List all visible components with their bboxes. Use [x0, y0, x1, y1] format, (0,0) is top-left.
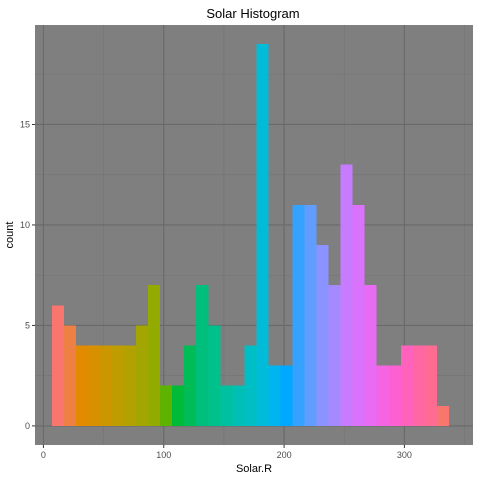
histogram-bar	[424, 345, 437, 426]
x-tick-label: 200	[277, 450, 292, 460]
histogram-bar	[196, 285, 209, 426]
histogram-bar	[232, 385, 245, 426]
histogram-bar	[376, 365, 389, 426]
histogram-bar	[184, 345, 197, 426]
histogram-bar	[352, 204, 365, 426]
histogram-bar	[63, 325, 76, 426]
histogram-bar	[112, 345, 125, 426]
x-tick-label: 100	[156, 450, 171, 460]
histogram-bar	[268, 365, 281, 426]
histogram-bar	[136, 325, 149, 426]
histogram-bar	[256, 44, 269, 426]
y-axis-ticks: 0 5 10 15	[20, 119, 35, 431]
histogram-bar	[400, 345, 413, 426]
x-axis-title: Solar.R	[236, 463, 272, 475]
histogram-bar	[328, 285, 341, 426]
x-tick-label: 300	[397, 450, 412, 460]
histogram-bar	[364, 285, 377, 426]
histogram-bar	[340, 164, 353, 426]
histogram-bar	[51, 305, 64, 426]
y-axis-title: count	[4, 222, 16, 249]
histogram-bar	[220, 385, 233, 426]
y-tick-label: 5	[25, 320, 30, 330]
bars	[51, 44, 449, 426]
histogram-bar	[304, 204, 317, 426]
histogram-bar	[436, 405, 449, 426]
histogram-bar	[75, 345, 88, 426]
histogram-bar	[160, 385, 173, 426]
histogram-bar	[292, 204, 305, 426]
x-tick-label: 0	[41, 450, 46, 460]
histogram-bar	[388, 365, 401, 426]
histogram-bar	[244, 345, 257, 426]
y-tick-label: 0	[25, 421, 30, 431]
x-axis-ticks: 0 100 200 300	[41, 445, 412, 460]
histogram-bar	[124, 345, 137, 426]
y-tick-label: 10	[20, 220, 30, 230]
chart-title: Solar Histogram	[206, 6, 299, 21]
histogram-bar	[208, 325, 221, 426]
histogram-bar	[148, 285, 161, 426]
histogram-bar	[316, 245, 329, 426]
histogram-bar	[412, 345, 425, 426]
y-tick-label: 15	[20, 119, 30, 129]
histogram-bar	[99, 345, 113, 426]
histogram-bar	[280, 365, 293, 426]
histogram-bar	[172, 385, 185, 426]
histogram-bar	[87, 345, 100, 426]
